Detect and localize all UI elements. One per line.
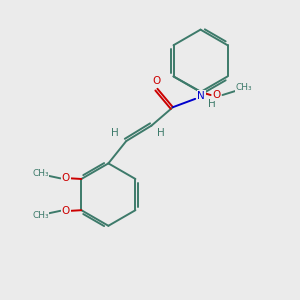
Text: O: O — [153, 76, 161, 86]
Text: H: H — [208, 99, 216, 109]
Text: O: O — [212, 90, 221, 100]
Text: CH₃: CH₃ — [32, 169, 49, 178]
Text: N: N — [197, 91, 205, 101]
Text: O: O — [62, 173, 70, 183]
Text: O: O — [62, 206, 70, 216]
Text: H: H — [111, 128, 119, 138]
Text: H: H — [157, 128, 165, 138]
Text: CH₃: CH₃ — [236, 83, 253, 92]
Text: CH₃: CH₃ — [32, 211, 49, 220]
